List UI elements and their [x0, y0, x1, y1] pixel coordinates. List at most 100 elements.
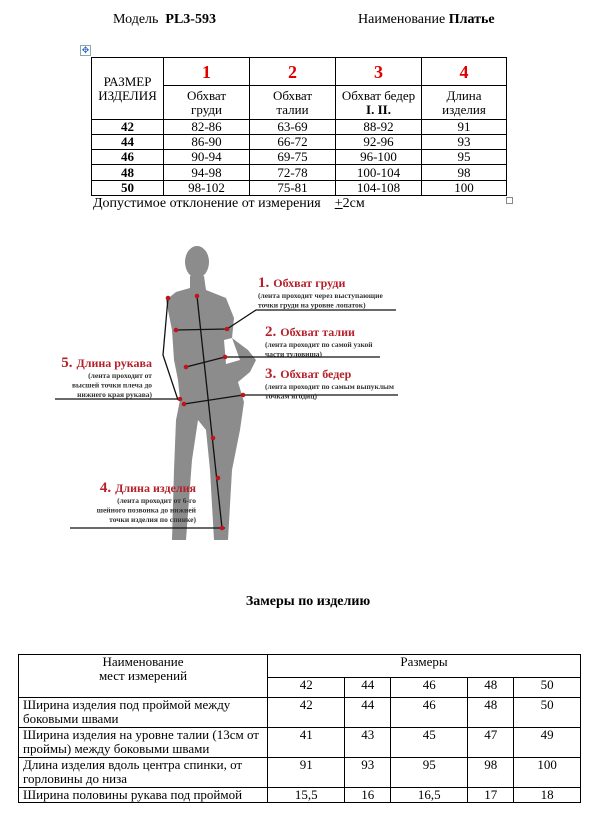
measure-value: 45 [390, 727, 469, 758]
measure-point [177, 396, 183, 402]
size-cell: 44 [91, 134, 164, 150]
model-line: Модель PL3-593 [113, 12, 216, 28]
size-header-cell: 48 [467, 677, 515, 698]
measure-value: 49 [513, 727, 581, 758]
measure-row: Ширина изделия на уровне талии (13см от п… [18, 727, 581, 758]
measure-value: 18 [513, 787, 581, 803]
measure-point [240, 392, 246, 398]
size-row: 42 82-86 63-69 88-92 91 [91, 119, 507, 135]
value-cell: 86-90 [163, 134, 250, 150]
col-header: Длина изделия [421, 85, 507, 120]
measure-row: Ширина половины рукава под проймой 15,5 16… [18, 787, 581, 803]
measure-point [219, 525, 225, 531]
annotation-note: точки изделия по спинке) [109, 515, 196, 524]
measure-title: Замеры по изделию [245, 594, 371, 609]
size-row: 50 98-102 75-81 104-108 100 [91, 180, 507, 196]
size-header-cell: 50 [513, 677, 581, 698]
size-cell: 42 [91, 119, 164, 135]
measure-value: 93 [344, 757, 392, 788]
measure-point [181, 401, 187, 407]
measure-value: 42 [266, 697, 346, 728]
value-cell: 98 [421, 164, 507, 181]
value-cell: 88-92 [335, 119, 422, 135]
measure-point [222, 354, 228, 360]
measure-value: 48 [467, 697, 515, 728]
annotation-title: 2. Обхват талии [265, 324, 355, 340]
size-row: 44 86-90 66-72 92-96 93 [91, 134, 507, 150]
measure-value: 95 [390, 757, 469, 788]
value-cell: 100 [421, 180, 507, 196]
size-header-cell: 46 [390, 677, 469, 698]
name-header: Наименование мест измерений [18, 654, 268, 698]
model-label: Модель [113, 12, 159, 27]
value-cell: 72-78 [249, 164, 336, 181]
model-value: PL3-593 [165, 12, 216, 27]
col-number: 2 [249, 57, 336, 86]
sizes-header: Размеры [267, 654, 581, 678]
value-cell: 75-81 [249, 180, 336, 196]
value-cell: 63-69 [249, 119, 336, 135]
size-header-cell: 44 [344, 677, 392, 698]
col-number: 1 [163, 57, 250, 86]
measure-point [224, 326, 230, 332]
size-cell: 46 [91, 149, 164, 165]
value-cell: 91 [421, 119, 507, 135]
annotation-note: точки груди на уровне лопаток) [258, 301, 366, 310]
size-table: РАЗМЕР ИЗДЕЛИЯ 1 2 3 4 Обхват груди Обхват… [91, 57, 507, 196]
size-cell: 50 [91, 180, 164, 196]
measure-point [165, 295, 171, 301]
size-header-cell: 42 [266, 677, 346, 698]
measure-row: Длина изделия вдоль центра спинки, от гор… [18, 757, 581, 788]
annotation-title: 5. Длина рукава [61, 355, 152, 371]
annotation-title: 1. Обхват груди [258, 275, 345, 291]
measure-name: Ширина половины рукава под проймой [18, 787, 268, 803]
col-number: 3 [335, 57, 422, 86]
measure-value: 98 [467, 757, 515, 788]
annotation-note: (лента проходит по самым выпуклым [265, 382, 394, 391]
measure-dots [165, 293, 246, 531]
value-cell: 95 [421, 149, 507, 165]
name-label: Наименование [358, 12, 446, 27]
annotation-note: (лента проходит по самой узкой [265, 340, 373, 349]
col-header: Обхват талии [249, 85, 336, 120]
annotation-title: 4. Длина изделия [100, 480, 197, 496]
size-header: РАЗМЕР ИЗДЕЛИЯ [91, 57, 164, 120]
value-cell: 90-94 [163, 149, 250, 165]
annotation-note: (лента проходит от 6-го [117, 496, 196, 505]
tolerance-note: Допустимое отклонение от измерения +2см [93, 196, 365, 211]
table-move-handle-icon[interactable]: ✥ [80, 45, 91, 56]
measure-point [215, 475, 221, 481]
col-header: Обхват груди [163, 85, 250, 120]
name-line: Наименование Платье [358, 12, 495, 28]
value-cell: 69-75 [249, 149, 336, 165]
value-cell: 82-86 [163, 119, 250, 135]
measure-value: 41 [266, 727, 346, 758]
name-value: Платье [448, 12, 495, 27]
measure-table: Наименование мест измерений Размеры 42 44 4… [18, 654, 581, 803]
measure-value: 44 [344, 697, 392, 728]
measure-point [194, 293, 200, 299]
measure-value: 17 [467, 787, 515, 803]
table-resize-handle[interactable] [506, 197, 513, 204]
size-row: 46 90-94 69-75 96-100 95 [91, 149, 507, 165]
measure-point [183, 364, 189, 370]
measure-value: 91 [266, 757, 346, 788]
annotation-note: шейного позвонка до нижней [97, 506, 197, 515]
measure-value: 15,5 [266, 787, 346, 803]
measure-value: 47 [467, 727, 515, 758]
value-cell: 104-108 [335, 180, 422, 196]
value-cell: 98-102 [163, 180, 250, 196]
size-row: 48 94-98 72-78 100-104 98 [91, 164, 507, 181]
measure-value: 43 [344, 727, 392, 758]
size-cell: 48 [91, 164, 164, 181]
measure-name: Ширина изделия на уровне талии (13см от п… [18, 727, 268, 758]
value-cell: 92-96 [335, 134, 422, 150]
value-cell: 96-100 [335, 149, 422, 165]
col-number: 4 [421, 57, 507, 86]
measure-point [210, 435, 216, 441]
value-cell: 66-72 [249, 134, 336, 150]
measurement-figure: 1. Обхват груди(лента проходит через выст… [55, 246, 398, 540]
annotation-note: (лента проходит через выступающие [258, 291, 383, 300]
annotation-note: (лента проходит от [88, 371, 152, 380]
